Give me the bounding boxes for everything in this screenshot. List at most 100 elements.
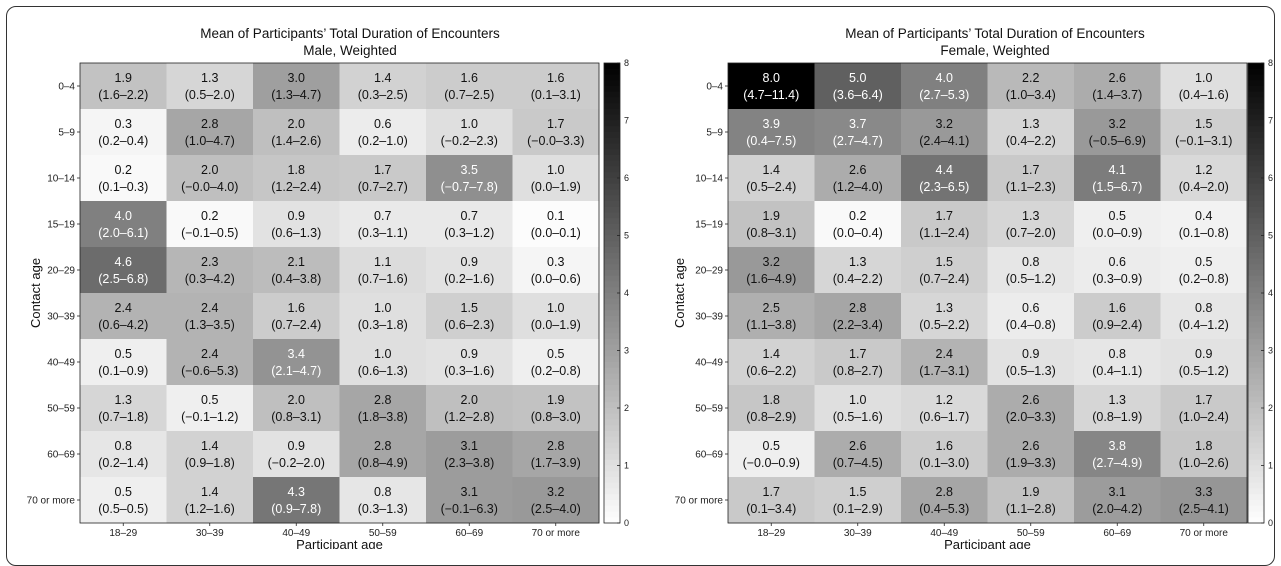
x-tick-label: 18–29: [757, 528, 785, 539]
heatmap-cell: [339, 155, 427, 202]
colorbar-segment: [604, 206, 620, 214]
cell-value-label: 1.0: [374, 301, 391, 315]
cell-ci-label: (2.5–6.8): [98, 272, 148, 286]
cell-ci-label: (0.1–3.1): [531, 88, 581, 102]
colorbar-segment: [1248, 390, 1264, 398]
colorbar-segment: [604, 80, 620, 87]
heatmap-cell: [1160, 293, 1248, 340]
colorbar-segment: [1248, 235, 1264, 242]
cell-value-label: 0.1: [547, 209, 564, 223]
colorbar-segment: [1248, 482, 1264, 490]
colorbar-segment: [604, 488, 620, 495]
heatmap-cell: [987, 293, 1075, 340]
colorbar-tick-label: 7: [1268, 116, 1273, 126]
y-tick-label: 20–29: [695, 266, 723, 277]
y-tick-label: 15–19: [47, 220, 75, 231]
cell-ci-label: (2.7–5.3): [919, 88, 969, 102]
chart-subtitle: Male, Weighted: [303, 43, 397, 58]
cell-ci-label: (0.4–7.5): [746, 134, 796, 148]
cell-value-label: 0.8: [1195, 301, 1212, 315]
x-tick-label: 60–69: [455, 528, 483, 539]
cell-value-label: 1.6: [936, 439, 953, 453]
colorbar-segment: [604, 344, 620, 352]
cell-ci-label: (−0.2–2.3): [441, 134, 498, 148]
cell-value-label: 1.0: [374, 347, 391, 361]
colorbar-segment: [604, 114, 620, 122]
colorbar-segment: [1248, 408, 1264, 415]
heatmap-cell: [512, 155, 600, 202]
cell-ci-label: (1.1–3.8): [746, 318, 796, 332]
heatmap-cell: [728, 431, 815, 478]
colorbar-segment: [604, 195, 620, 202]
colorbar-tick-label: 4: [1268, 288, 1273, 298]
heatmap-cell: [339, 477, 427, 524]
cell-ci-label: (−0.1–0.5): [181, 226, 238, 240]
cell-ci-label: (1.0–2.6): [1179, 456, 1229, 470]
colorbar-segment: [1248, 218, 1264, 225]
cell-value-label: 1.8: [1195, 439, 1212, 453]
colorbar-segment: [604, 264, 620, 271]
heatmap-cell: [987, 201, 1075, 248]
cell-ci-label: (0.3–1.2): [444, 226, 494, 240]
cell-value-label: 3.2: [547, 485, 564, 499]
x-tick-label: 40–49: [282, 528, 310, 539]
cell-value-label: 3.0: [288, 71, 305, 85]
cell-ci-label: (1.0–4.7): [185, 134, 235, 148]
colorbar-segment: [604, 419, 620, 426]
cell-ci-label: (0.0–0.6): [531, 272, 581, 286]
cell-value-label: 0.8: [1022, 255, 1039, 269]
cell-ci-label: (−0.5–6.9): [1089, 134, 1146, 148]
cell-value-label: 4.4: [936, 163, 953, 177]
colorbar-segment: [604, 103, 620, 110]
cell-ci-label: (1.3–4.7): [271, 88, 321, 102]
heatmap-cell: [814, 201, 902, 248]
colorbar-segment: [604, 270, 620, 277]
x-tick-label: 50–59: [369, 528, 397, 539]
cell-ci-label: (0.5–1.6): [833, 410, 883, 424]
cell-value-label: 3.1: [461, 485, 478, 499]
cell-ci-label: (−0.0–0.9): [743, 456, 800, 470]
colorbar-segment: [1248, 247, 1264, 254]
colorbar-segment: [1248, 431, 1264, 438]
heatmap-cell: [1160, 155, 1248, 202]
colorbar-segment: [604, 143, 620, 150]
cell-ci-label: (0.4–2.0): [1179, 180, 1229, 194]
cell-value-label: 1.4: [201, 485, 218, 499]
cell-ci-label: (0.6–4.2): [98, 318, 148, 332]
colorbar-segment: [604, 293, 620, 300]
y-tick-label: 30–39: [47, 312, 75, 323]
heatmap-cell: [253, 339, 340, 386]
cell-ci-label: (0.5–2.4): [746, 180, 796, 194]
heatmap-cell: [1074, 201, 1161, 248]
cell-value-label: 1.8: [763, 393, 780, 407]
colorbar-segment: [1248, 339, 1264, 346]
cell-ci-label: (0.5–0.5): [98, 502, 148, 516]
cell-ci-label: (0.3–4.2): [185, 272, 235, 286]
cell-value-label: 3.2: [936, 117, 953, 131]
colorbar-segment: [604, 500, 620, 507]
heatmap-cell: [901, 339, 988, 386]
heatmap-cell: [512, 339, 600, 386]
heatmap-cell: [1160, 201, 1248, 248]
cell-ci-label: (1.2–2.8): [444, 410, 494, 424]
heatmap-cell: [728, 201, 815, 248]
y-tick-label: 15–19: [695, 220, 723, 231]
heatmap-cell: [426, 109, 513, 156]
cell-value-label: 0.9: [1022, 347, 1039, 361]
cell-value-label: 2.4: [201, 301, 218, 315]
heatmap-cell: [1160, 63, 1248, 110]
heatmap-cell: [512, 293, 600, 340]
heatmap-cell: [512, 109, 600, 156]
colorbar-segment: [604, 442, 620, 449]
cell-ci-label: (1.1–2.8): [1006, 502, 1056, 516]
colorbar-segment: [1248, 97, 1264, 104]
heatmap-cell: [80, 477, 167, 524]
heatmap-cell: [987, 63, 1075, 110]
cell-value-label: 2.8: [936, 485, 953, 499]
cell-value-label: 0.6: [1022, 301, 1039, 315]
cell-ci-label: (−0.1–6.3): [441, 502, 498, 516]
y-tick-label: 60–69: [47, 450, 75, 461]
colorbar-segment: [1248, 379, 1264, 386]
colorbar-segment: [604, 172, 620, 179]
colorbar-segment: [604, 494, 620, 501]
